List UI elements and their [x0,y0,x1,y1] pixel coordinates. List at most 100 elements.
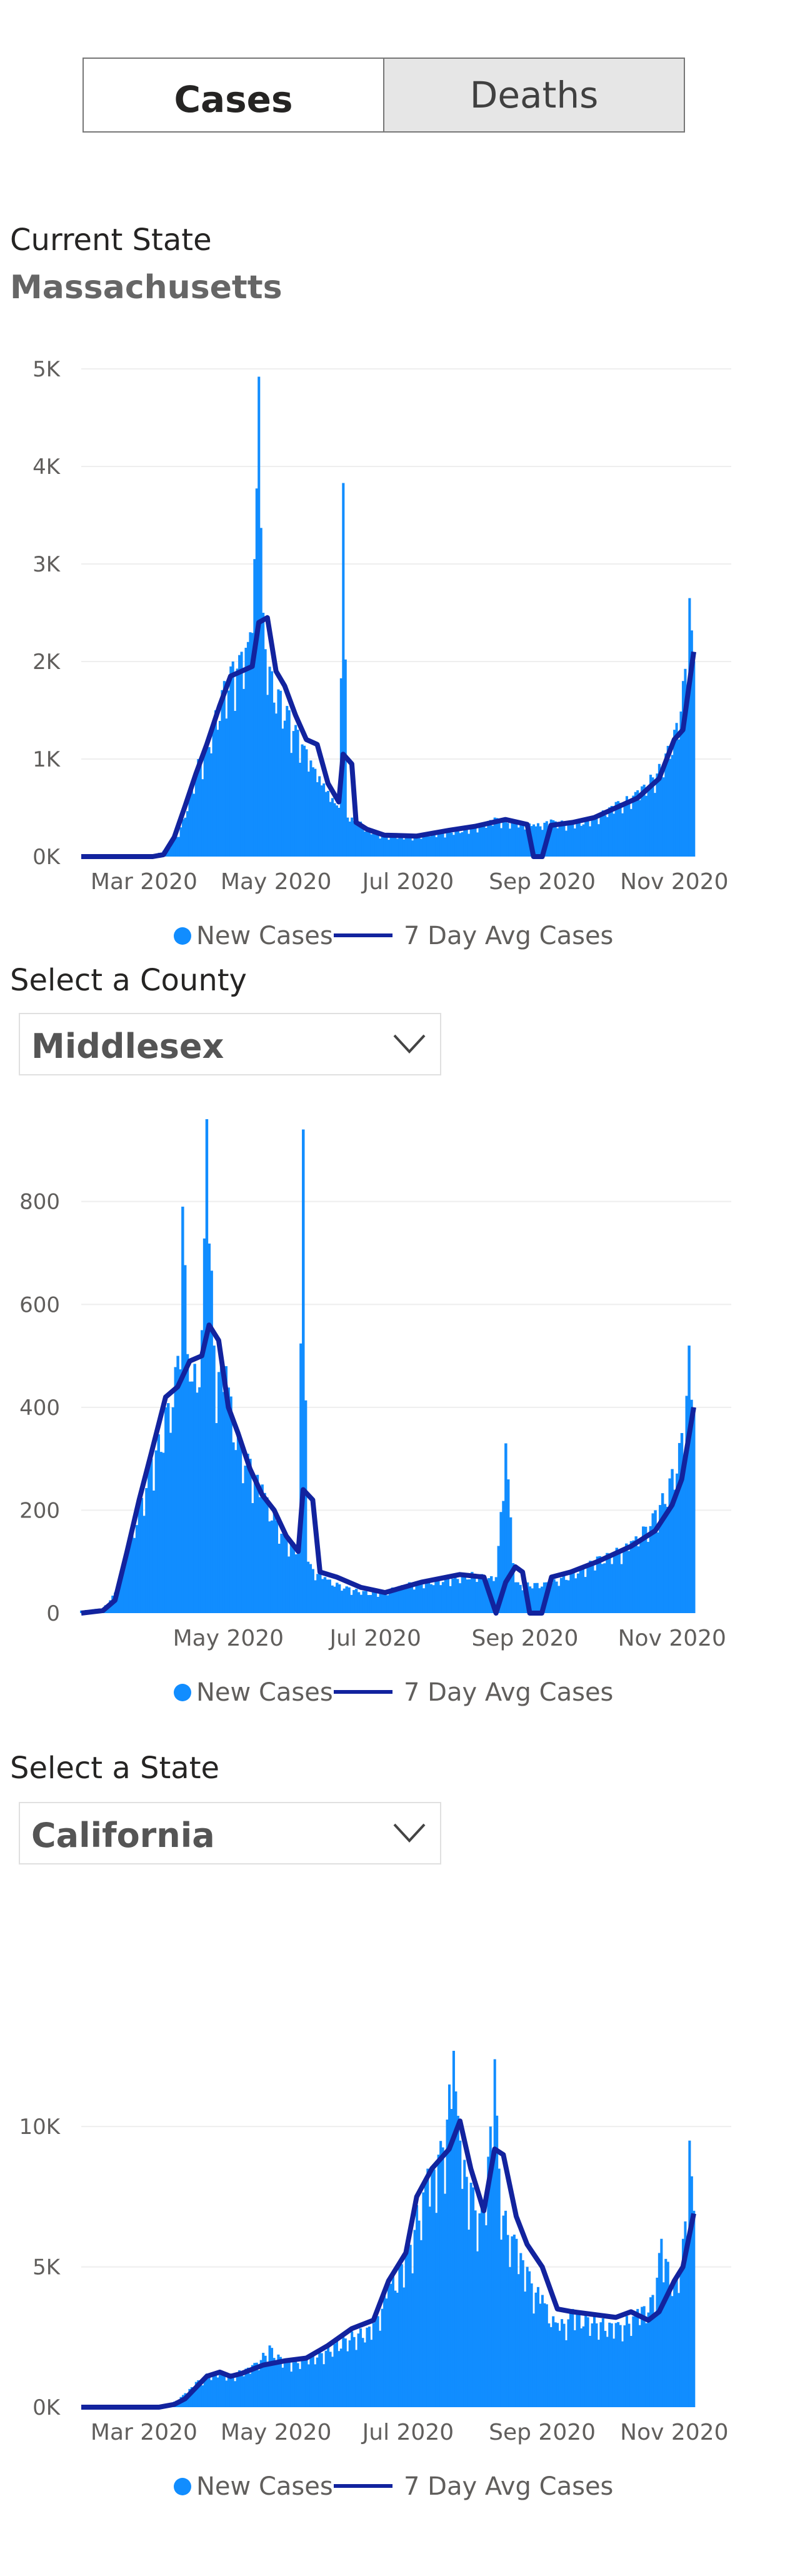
bar [491,2150,494,2407]
x-tick-label: Sep 2020 [489,2420,596,2445]
bar [531,1588,534,1613]
bar [166,1403,170,1613]
bar [664,2258,668,2407]
bar [502,1501,505,1613]
bar [446,2120,449,2407]
bar [461,2188,464,2407]
bar [452,835,455,857]
bar [212,722,215,857]
bar [355,817,358,857]
bar [504,1443,508,1613]
y-tick-label: 3K [32,552,61,577]
x-tick-label: May 2020 [221,2420,332,2445]
bar [422,2192,425,2407]
bar [491,825,494,857]
county-dropdown[interactable]: Middlesex [19,1013,441,1075]
bar [157,1434,160,1613]
county-cases-chart: 0 200 400 600 800 May 2020 Jul 2020 Sep 2020 Nov… [19,1119,731,1707]
bar [666,745,669,857]
bar [482,826,486,857]
bar [363,2342,366,2407]
bar [502,822,505,857]
bar [638,2325,641,2407]
y-tick-label: 10K [19,2115,61,2140]
bar [441,1582,445,1613]
bar [301,2359,304,2407]
bar [398,1586,401,1613]
bar [451,1578,454,1613]
bar [301,744,304,857]
bar [437,2155,440,2407]
bar [521,2260,524,2407]
bar [268,667,271,857]
bar [601,1564,604,1613]
bar [121,1567,124,1613]
bar [181,1206,184,1613]
bar [299,2368,302,2407]
bar [487,2156,490,2407]
bar [319,1572,322,1613]
bar [673,1489,676,1613]
bar [428,836,431,857]
bar [351,2331,354,2407]
bar [638,800,641,857]
bar [286,706,289,857]
bar [400,835,403,857]
bar [246,1453,249,1613]
x-tick-label: Sep 2020 [471,1626,578,1651]
bar [249,1459,252,1613]
bar [536,823,540,857]
bar [259,2360,262,2407]
bar [188,793,191,857]
bar [532,2313,536,2407]
tab-deaths[interactable]: Deaths [384,58,685,133]
bar [240,2374,243,2407]
bar [311,767,314,857]
bar [342,1588,346,1613]
bar [206,739,209,857]
bar [627,1551,631,1613]
bar [581,1567,585,1613]
bar [561,820,564,857]
bar [569,2311,572,2407]
bar [179,1369,182,1613]
bar [498,2168,501,2407]
bar [480,822,483,857]
bar [619,802,622,857]
bar [201,779,204,857]
bar [610,1564,614,1613]
bar [318,776,321,857]
bar [426,2168,429,2407]
bar [329,802,332,857]
bar [617,801,620,857]
bar [688,1346,691,1613]
measure-tabs: Cases Deaths [82,58,685,133]
bar [316,1574,319,1613]
bar [376,2316,379,2407]
bar [511,822,514,857]
bar [608,2322,611,2407]
current-state-value: Massachusetts [10,269,282,306]
bar [145,1487,148,1613]
bar [272,2358,276,2407]
current-state-label: Current State [10,223,212,258]
bar [572,1571,575,1613]
bar [427,1579,431,1613]
bar [463,1574,466,1613]
tab-cases[interactable]: Cases [82,58,384,133]
bar [333,803,336,857]
state-dropdown[interactable]: California [19,1802,441,1864]
bar [595,2323,598,2407]
bar [264,649,267,857]
bar [625,796,628,857]
bar [183,1265,187,1613]
bar [376,833,379,857]
bar [381,2308,384,2407]
bar [266,1497,269,1613]
bar [359,1594,363,1613]
bar [227,690,230,857]
bar [169,847,172,857]
bar [474,827,477,857]
bar [320,2353,323,2407]
bar [649,2297,652,2407]
